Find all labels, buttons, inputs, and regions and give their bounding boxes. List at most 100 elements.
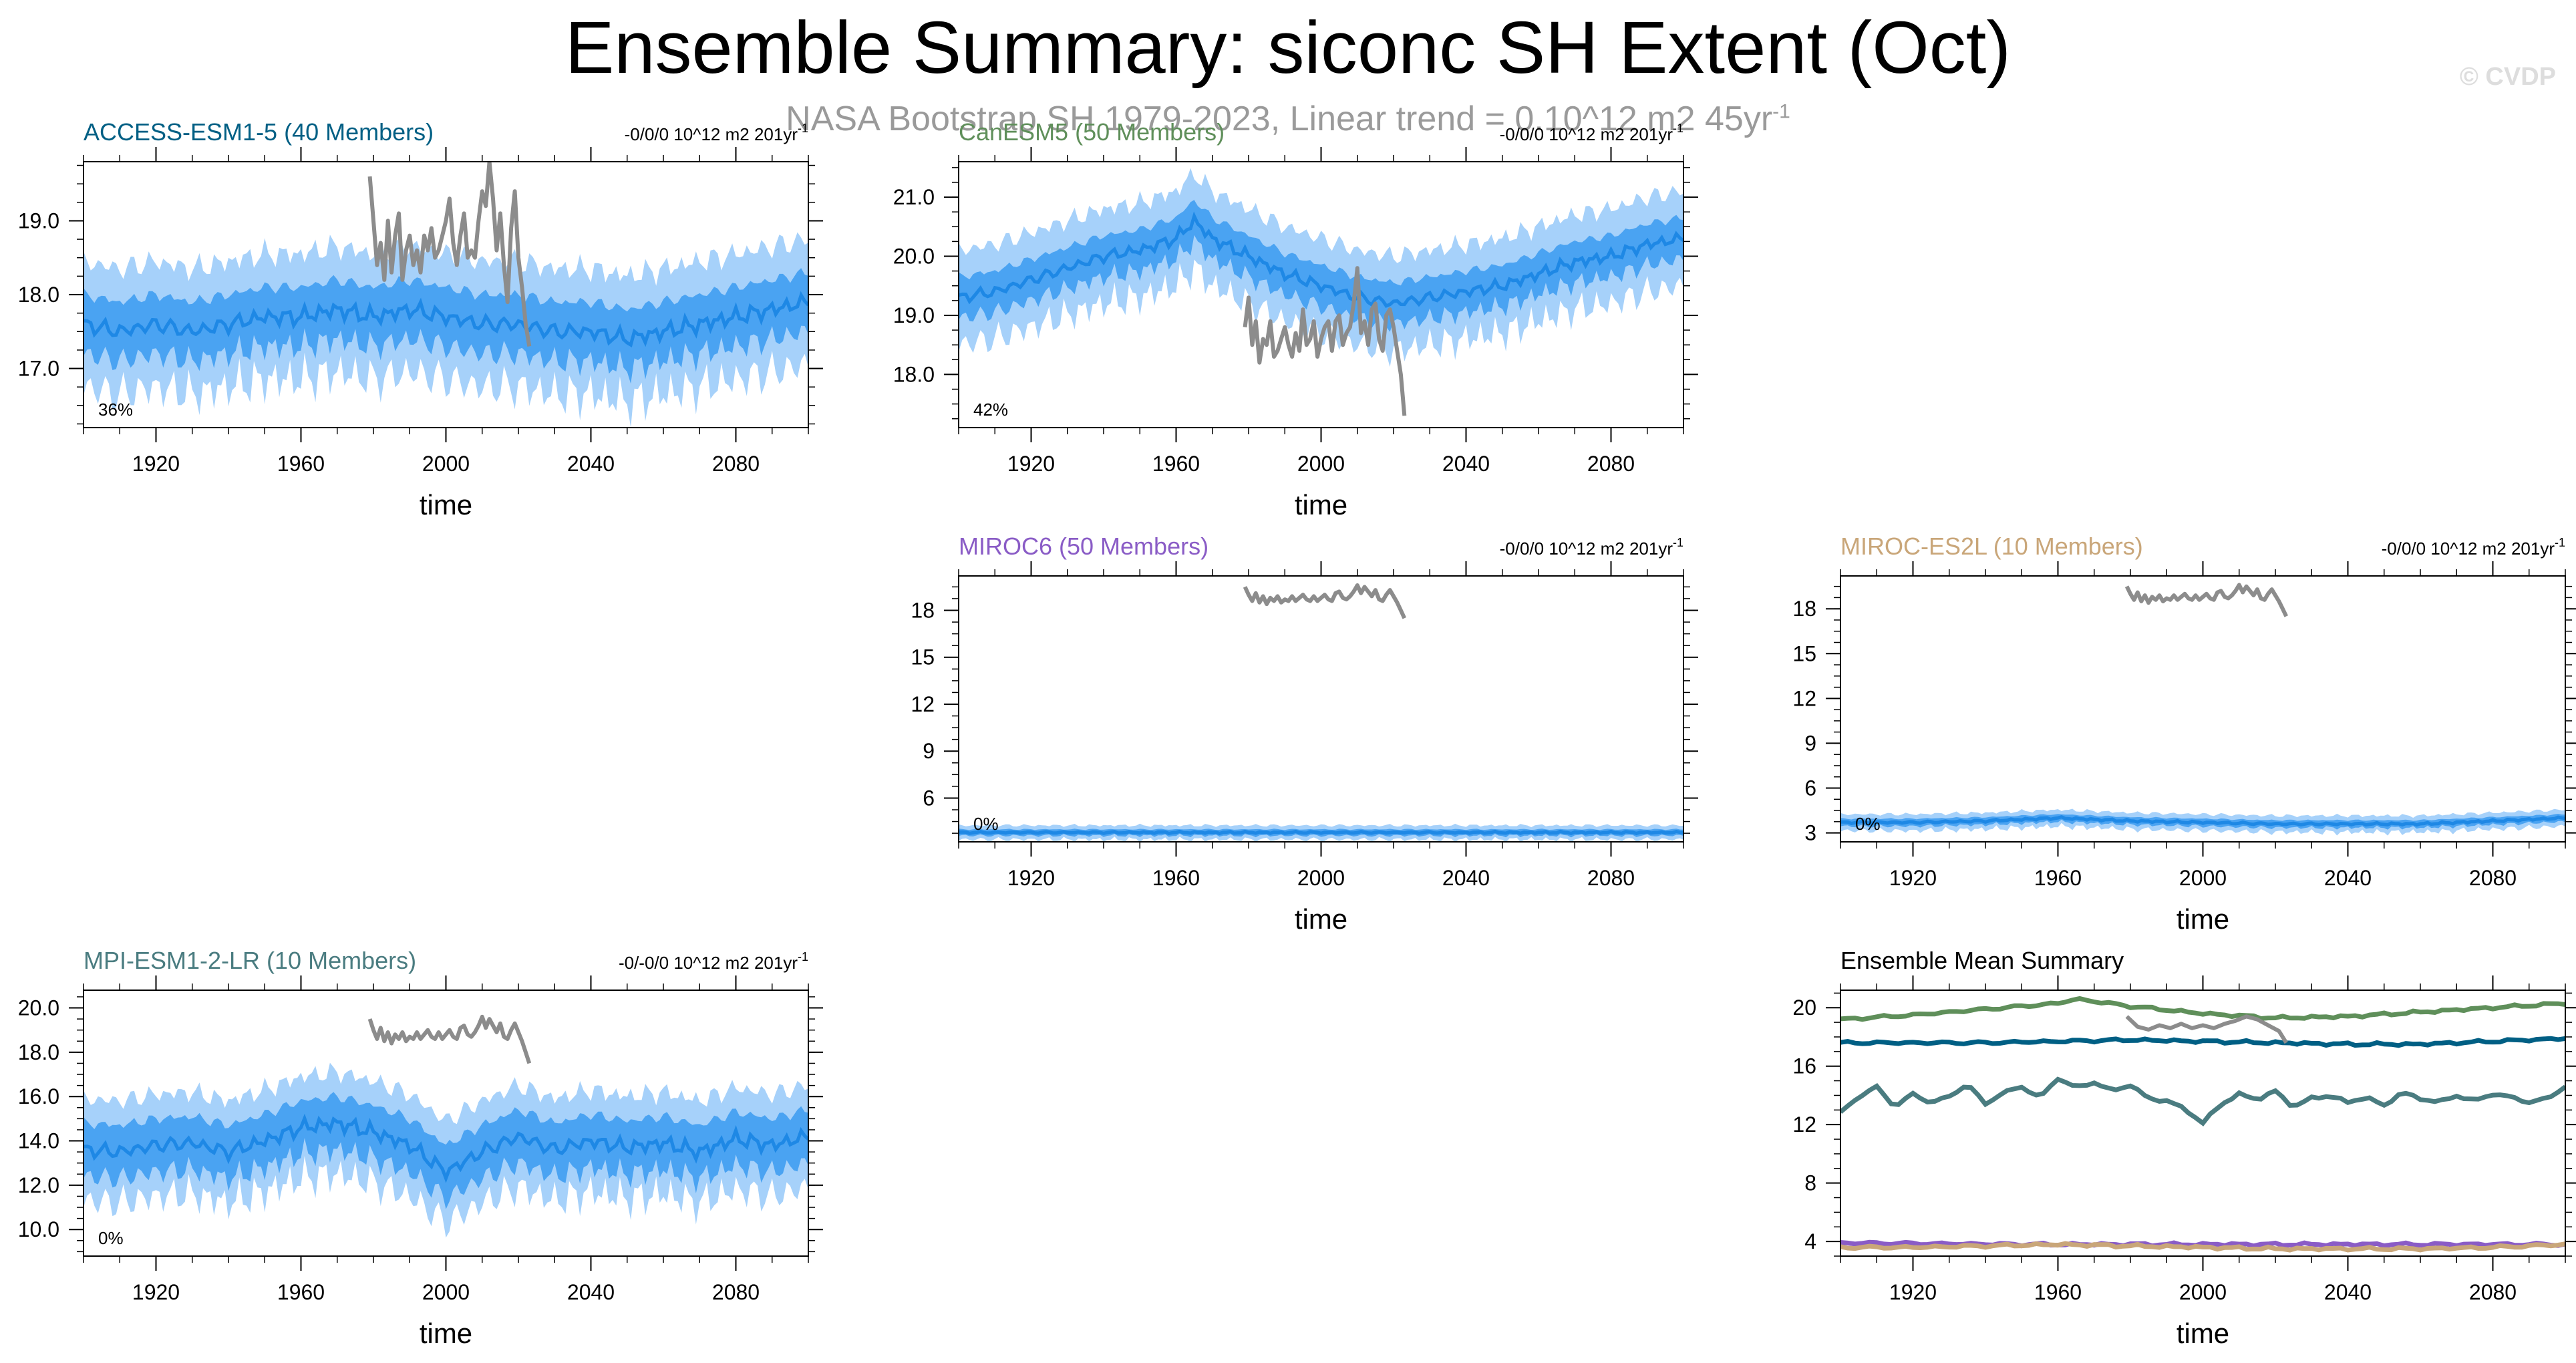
y-tick-label: 20.0 bbox=[18, 996, 59, 1020]
ensemble-mean-line bbox=[84, 291, 808, 348]
trend-exponent: -1 bbox=[1673, 536, 1683, 549]
x-tick-label: 2000 bbox=[2179, 866, 2227, 890]
x-tick-label: 1960 bbox=[277, 1280, 325, 1304]
x-tick-label: 2040 bbox=[2324, 866, 2372, 890]
x-tick-label: 2080 bbox=[1587, 452, 1635, 476]
trend-text: -0/0/0 10^12 m2 201yr bbox=[2382, 539, 2555, 559]
x-tick-label: 2080 bbox=[712, 452, 760, 476]
observations-line bbox=[367, 162, 532, 347]
y-tick-label: 16.0 bbox=[18, 1084, 59, 1108]
x-tick-label: 2000 bbox=[2179, 1280, 2227, 1304]
trend-exponent: -1 bbox=[798, 950, 808, 963]
trend-label: -0/0/0 10^12 m2 201yr-1 bbox=[625, 122, 808, 144]
x-tick-label: 2000 bbox=[1297, 866, 1345, 890]
percent-label: 0% bbox=[98, 1228, 124, 1248]
panel-title: CanESM5 (50 Members) bbox=[959, 118, 1225, 146]
page-title: Ensemble Summary: siconc SH Extent (Oct) bbox=[565, 7, 2011, 89]
trend-text: -0/0/0 10^12 m2 201yr bbox=[625, 124, 798, 144]
panel-miroc-es2l: 1920 1960 2000 2040 2080 3 6 9 12 15 18 MIROC-ES2L … bbox=[1792, 533, 2576, 935]
x-tick-label: 2000 bbox=[1297, 452, 1345, 476]
percent-label: 36% bbox=[98, 400, 133, 420]
plot-frame bbox=[1840, 575, 2566, 843]
plot-area bbox=[84, 162, 808, 428]
x-tick-label: 1960 bbox=[2034, 1280, 2082, 1304]
x-tick-label: 1960 bbox=[1152, 452, 1200, 476]
trend-text: -0/0/0 10^12 m2 201yr bbox=[1500, 124, 1673, 144]
panel-title: ACCESS-ESM1-5 (40 Members) bbox=[84, 118, 434, 146]
y-tick-label: 12 bbox=[1792, 686, 1816, 710]
y-tick-label: 19.0 bbox=[893, 303, 935, 327]
panel-title: Ensemble Mean Summary bbox=[1840, 947, 2124, 974]
percent-label: 42% bbox=[973, 400, 1008, 420]
panel-title: MIROC-ES2L (10 Members) bbox=[1840, 533, 2143, 560]
trend-exponent: -1 bbox=[2555, 536, 2565, 549]
x-tick-label: 1960 bbox=[1152, 866, 1200, 890]
panel-title: MPI-ESM1-2-LR (10 Members) bbox=[84, 947, 416, 974]
x-tick-label: 2040 bbox=[1442, 452, 1490, 476]
panel-canesm5: 1920 1960 2000 2040 2080 18.0 19.0 20.0 21.0 CanE… bbox=[893, 118, 1698, 520]
x-tick-label: 2080 bbox=[712, 1280, 760, 1304]
trend-label: -0/0/0 10^12 m2 201yr-1 bbox=[2382, 536, 2565, 559]
observations-line bbox=[367, 1014, 532, 1064]
x-tick-label: 2000 bbox=[422, 452, 470, 476]
x-axis-label: time bbox=[420, 489, 472, 520]
x-tick-label: 1920 bbox=[132, 1280, 180, 1304]
trend-text: -0/0/0 10^12 m2 201yr bbox=[1500, 539, 1673, 559]
trend-label: -0/0/0 10^12 m2 201yr-1 bbox=[1500, 536, 1683, 559]
ensemble-iqr-band bbox=[84, 1092, 808, 1209]
plot-frame bbox=[958, 575, 1684, 843]
obs-subtitle: NASA Bootstrap SH 1979-2023, Linear tren… bbox=[0, 99, 2576, 139]
x-tick-label: 1920 bbox=[1889, 866, 1937, 890]
percent-label: 0% bbox=[973, 814, 999, 834]
x-tick-label: 1920 bbox=[1889, 1280, 1937, 1304]
plot-area bbox=[959, 583, 1683, 842]
y-tick-label: 17.0 bbox=[18, 357, 59, 381]
ensemble-mean-line bbox=[959, 211, 1683, 308]
panel-miroc6: 1920 1960 2000 2040 2080 6 9 12 15 18 MIROC6 (50 M… bbox=[911, 533, 1698, 935]
y-tick-label: 18.0 bbox=[18, 1040, 59, 1064]
panel-ensemble-mean-summary: 1920 1960 2000 2040 2080 4 8 12 16 20 Ensemble Mea… bbox=[1792, 947, 2576, 1349]
y-tick-label: 12 bbox=[911, 692, 935, 716]
y-tick-label: 9 bbox=[1804, 731, 1816, 755]
x-axis-label: time bbox=[2177, 1318, 2229, 1349]
x-tick-label: 1960 bbox=[2034, 866, 2082, 890]
ensemble-mean-series-2 bbox=[1840, 1076, 2565, 1126]
ensemble-mean-series-1 bbox=[1840, 1036, 2565, 1048]
x-tick-label: 2080 bbox=[2469, 1280, 2517, 1304]
y-tick-label: 4 bbox=[1804, 1229, 1816, 1253]
panel-mpi-esm1-2-lr: 1920 1960 2000 2040 2080 10.0 12.0 14.0 16.0 18.0… bbox=[18, 947, 823, 1349]
cvdp-credit: © CVDP bbox=[2459, 63, 2556, 91]
x-tick-label: 2040 bbox=[2324, 1280, 2372, 1304]
x-tick-label: 2040 bbox=[567, 452, 615, 476]
observations-line bbox=[1243, 583, 1407, 619]
y-tick-label: 18 bbox=[1792, 597, 1816, 621]
trend-exponent: -1 bbox=[1673, 122, 1683, 135]
obs-subtitle-text: NASA Bootstrap SH 1979-2023, Linear tren… bbox=[786, 100, 1773, 138]
y-tick-label: 21.0 bbox=[893, 185, 935, 209]
ensemble-mean-line bbox=[1840, 814, 2565, 827]
y-tick-label: 18 bbox=[911, 599, 935, 623]
y-tick-label: 18.0 bbox=[893, 362, 935, 386]
plot-area bbox=[1840, 996, 2565, 1253]
y-tick-label: 12 bbox=[1792, 1112, 1816, 1137]
trend-label: -0/-0/0 10^12 m2 201yr-1 bbox=[619, 950, 808, 973]
x-tick-label: 1920 bbox=[1007, 866, 1055, 890]
y-tick-label: 20.0 bbox=[893, 245, 935, 269]
trend-text: -0/-0/0 10^12 m2 201yr bbox=[619, 953, 798, 973]
panel-access-esm1-5: 1920 1960 2000 2040 2080 17.0 18.0 19.0 ACCESS-E… bbox=[18, 118, 823, 520]
ensemble-iqr-band bbox=[959, 200, 1683, 332]
trend-label: -0/0/0 10^12 m2 201yr-1 bbox=[1500, 122, 1683, 144]
x-axis-label: time bbox=[1295, 903, 1347, 935]
y-tick-label: 20 bbox=[1792, 996, 1816, 1020]
y-tick-label: 12.0 bbox=[18, 1173, 59, 1197]
percent-label: 0% bbox=[1855, 814, 1881, 834]
y-tick-label: 14.0 bbox=[18, 1129, 59, 1153]
plot-area bbox=[1840, 583, 2565, 836]
x-tick-label: 2080 bbox=[2469, 866, 2517, 890]
observations-line bbox=[2125, 1014, 2288, 1044]
observations-line bbox=[2124, 583, 2289, 617]
ensemble-mean-series-0 bbox=[1840, 996, 2565, 1022]
observations-line bbox=[1243, 266, 1407, 416]
y-tick-label: 18.0 bbox=[18, 283, 59, 307]
y-tick-label: 6 bbox=[1804, 776, 1816, 800]
